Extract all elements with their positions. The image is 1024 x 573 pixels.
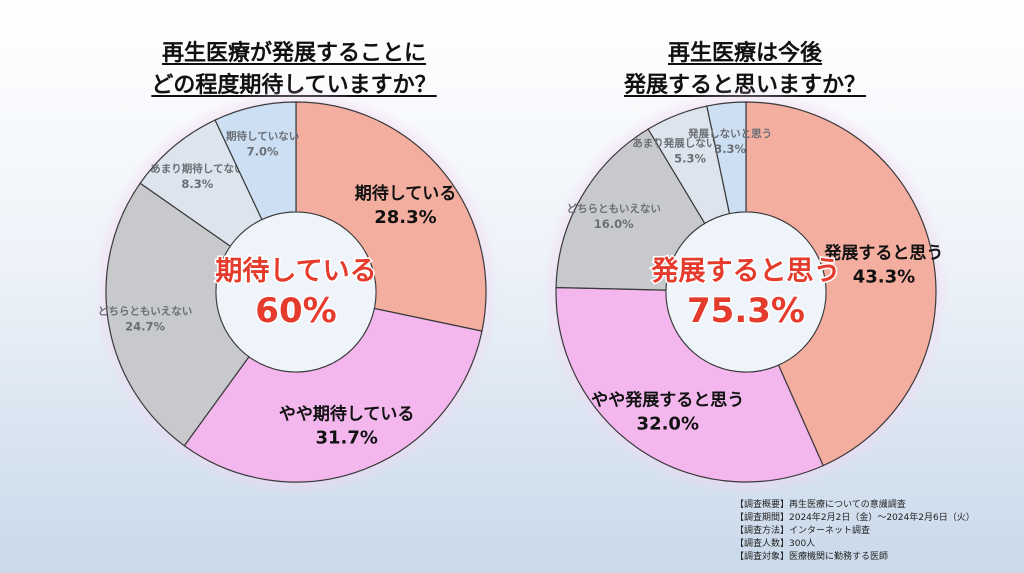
slice-label: どちらともいえない — [567, 202, 661, 215]
chart-title-line: 再生医療が発展することに — [161, 41, 426, 66]
slice-label: 発展しないと思う — [687, 127, 772, 140]
slice-label: 期待していない — [226, 130, 299, 143]
slice-value-label: 3.3% — [714, 142, 746, 156]
slice-label: やや発展すると思う — [591, 389, 744, 410]
center-label: 期待している — [215, 256, 376, 287]
chart-title-expectation: 再生医療が発展することに どの程度期待していますか？ — [114, 38, 474, 102]
slice-value-label: 31.7% — [315, 428, 377, 449]
chart-title-development: 再生医療は今後 発展すると思いますか？ — [565, 38, 925, 102]
slice-value-label: 7.0% — [247, 145, 279, 159]
slice-value-label: 32.0% — [637, 413, 699, 434]
slice-value-label: 8.3% — [181, 177, 213, 191]
survey-info: 【調査概要】再生医療についての意識調査 【調査期間】2024年2月2日（金）～2… — [735, 499, 975, 564]
slice-value-label: 16.0% — [594, 217, 634, 231]
donut-development: 発展すると思う 43.3% やや発展すると思う 32.0% どちらともいえない 16.0%… — [542, 88, 950, 496]
survey-count: 【調査人数】300人 — [735, 539, 816, 549]
center-label: 発展すると思う — [651, 256, 841, 287]
chart-title-line: 再生医療は今後 — [667, 41, 822, 66]
center-value: 60% — [255, 291, 336, 331]
center-value: 75.3% — [687, 291, 805, 331]
slice-label: やや期待している — [279, 404, 415, 425]
slice-label: 発展すると思う — [823, 243, 943, 264]
slice-value-label: 43.3% — [853, 267, 915, 288]
slice-label: どちらともいえない — [98, 304, 192, 317]
slice-label: 期待している — [355, 183, 457, 204]
slice-label: あまり期待してない — [150, 162, 244, 175]
slice-value-label: 24.7% — [125, 319, 165, 333]
survey-target: 【調査対象】医療機関に勤務する医師 — [735, 552, 889, 562]
slice-value-label: 28.3% — [374, 207, 436, 228]
survey-summary: 【調査概要】再生医療についての意識調査 — [735, 500, 906, 510]
slice-value-label: 5.3% — [674, 152, 706, 166]
survey-method: 【調査方法】インターネット調査 — [735, 526, 871, 536]
donut-hole — [215, 211, 377, 373]
donut-hole — [665, 211, 827, 373]
donut-expectation: 期待している 28.3% やや期待している 31.7% どちらともいえない 24.7% あま… — [92, 88, 500, 496]
survey-period: 【調査期間】2024年2月2日（金）～2024年2月6日（火） — [735, 513, 975, 523]
